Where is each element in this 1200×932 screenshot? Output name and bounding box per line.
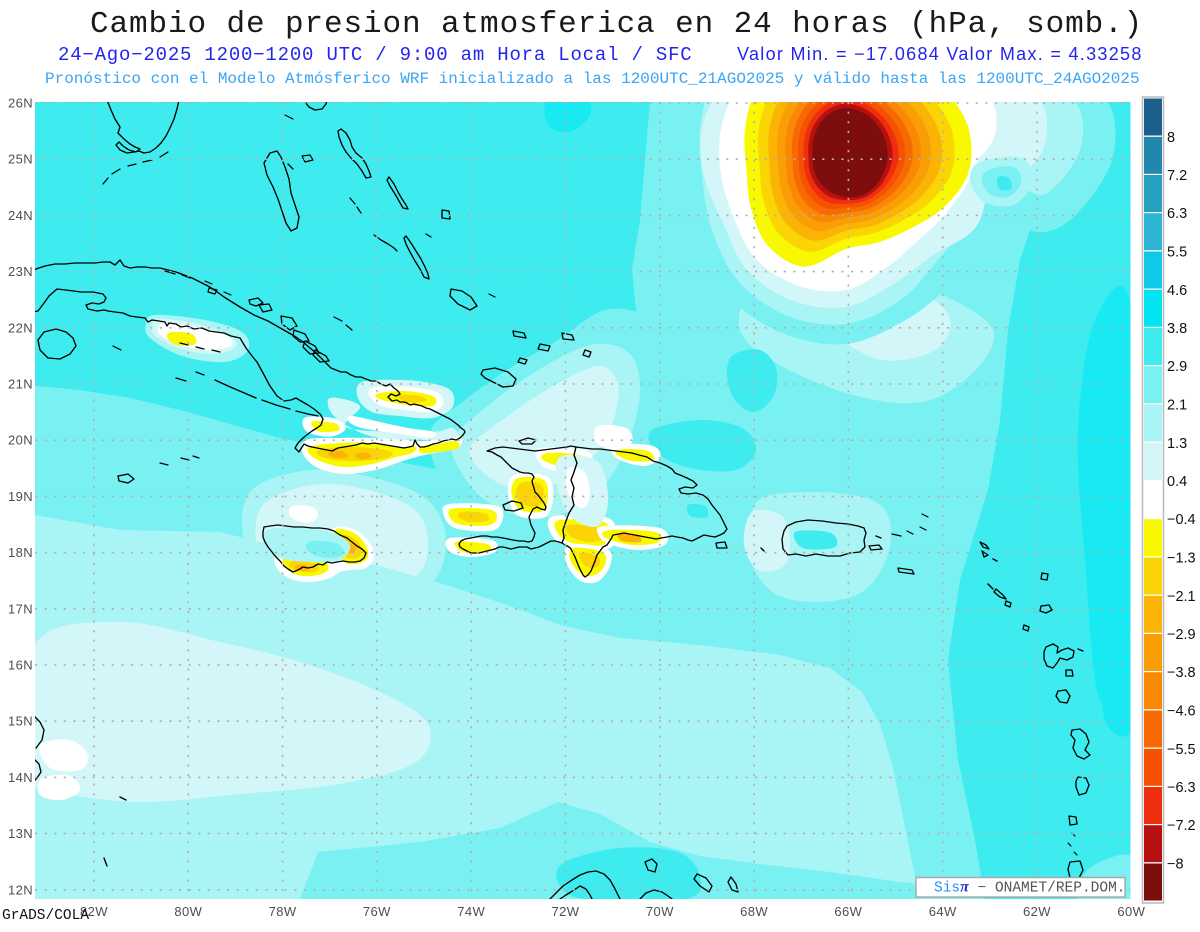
svg-text:0.4: 0.4: [1167, 474, 1187, 490]
svg-text:26N: 26N: [8, 96, 33, 111]
svg-text:60W: 60W: [1117, 904, 1145, 919]
svg-text:19N: 19N: [8, 489, 33, 504]
svg-text:Pronóstico con el Modelo Atmós: Pronóstico con el Modelo Atmósferico WRF…: [45, 70, 1140, 88]
svg-text:−4.6: −4.6: [1167, 704, 1196, 720]
svg-text:23N: 23N: [8, 264, 33, 279]
svg-text:−5.5: −5.5: [1167, 742, 1196, 758]
svg-text:16N: 16N: [8, 658, 33, 673]
svg-text:24N: 24N: [8, 208, 33, 223]
svg-text:Sisπ − ONAMET/REP.DOM.: Sisπ − ONAMET/REP.DOM.: [934, 879, 1125, 897]
svg-text:−3.8: −3.8: [1167, 665, 1196, 681]
svg-text:Cambio de presion atmosferica: Cambio de presion atmosferica en 24 hora…: [90, 7, 1143, 42]
svg-text:Valor Min. = −17.0684 Valor M: Valor Min. = −17.0684 Valor Max. = 4.332…: [737, 44, 1143, 64]
svg-text:8: 8: [1167, 130, 1175, 146]
svg-text:66W: 66W: [834, 904, 862, 919]
svg-text:24−Ago−2025 1200−1200 UTC /: 24−Ago−2025 1200−1200 UTC / 9:00 am Hora…: [58, 44, 693, 66]
svg-text:70W: 70W: [646, 904, 674, 919]
svg-text:14N: 14N: [8, 770, 33, 785]
svg-text:82W: 82W: [80, 904, 108, 919]
svg-text:68W: 68W: [740, 904, 768, 919]
svg-text:80W: 80W: [174, 904, 202, 919]
svg-text:−7.2: −7.2: [1167, 818, 1196, 834]
svg-text:GrADS/COLA: GrADS/COLA: [2, 908, 89, 924]
svg-text:13N: 13N: [8, 826, 33, 841]
svg-text:17N: 17N: [8, 601, 33, 616]
svg-text:18N: 18N: [8, 545, 33, 560]
svg-text:−2.9: −2.9: [1167, 627, 1196, 643]
svg-text:4.6: 4.6: [1167, 283, 1187, 299]
svg-text:64W: 64W: [929, 904, 957, 919]
svg-text:25N: 25N: [8, 152, 33, 167]
svg-text:76W: 76W: [363, 904, 391, 919]
svg-text:5.5: 5.5: [1167, 245, 1187, 261]
svg-text:15N: 15N: [8, 714, 33, 729]
svg-text:2.9: 2.9: [1167, 359, 1187, 375]
svg-text:−2.1: −2.1: [1167, 589, 1196, 605]
svg-text:−1.3: −1.3: [1167, 551, 1196, 567]
svg-text:74W: 74W: [457, 904, 485, 919]
svg-text:78W: 78W: [269, 904, 297, 919]
svg-text:20N: 20N: [8, 433, 33, 448]
svg-text:3.8: 3.8: [1167, 321, 1187, 337]
svg-text:22N: 22N: [8, 320, 33, 335]
svg-text:62W: 62W: [1023, 904, 1051, 919]
svg-text:−6.3: −6.3: [1167, 780, 1196, 796]
svg-text:7.2: 7.2: [1167, 168, 1187, 184]
svg-text:−8: −8: [1167, 857, 1184, 873]
svg-text:2.1: 2.1: [1167, 398, 1187, 414]
svg-text:1.3: 1.3: [1167, 436, 1187, 452]
svg-text:−0.4: −0.4: [1167, 512, 1196, 528]
svg-text:12N: 12N: [8, 882, 33, 897]
svg-text:6.3: 6.3: [1167, 206, 1187, 222]
svg-text:72W: 72W: [552, 904, 580, 919]
svg-text:21N: 21N: [8, 377, 33, 392]
